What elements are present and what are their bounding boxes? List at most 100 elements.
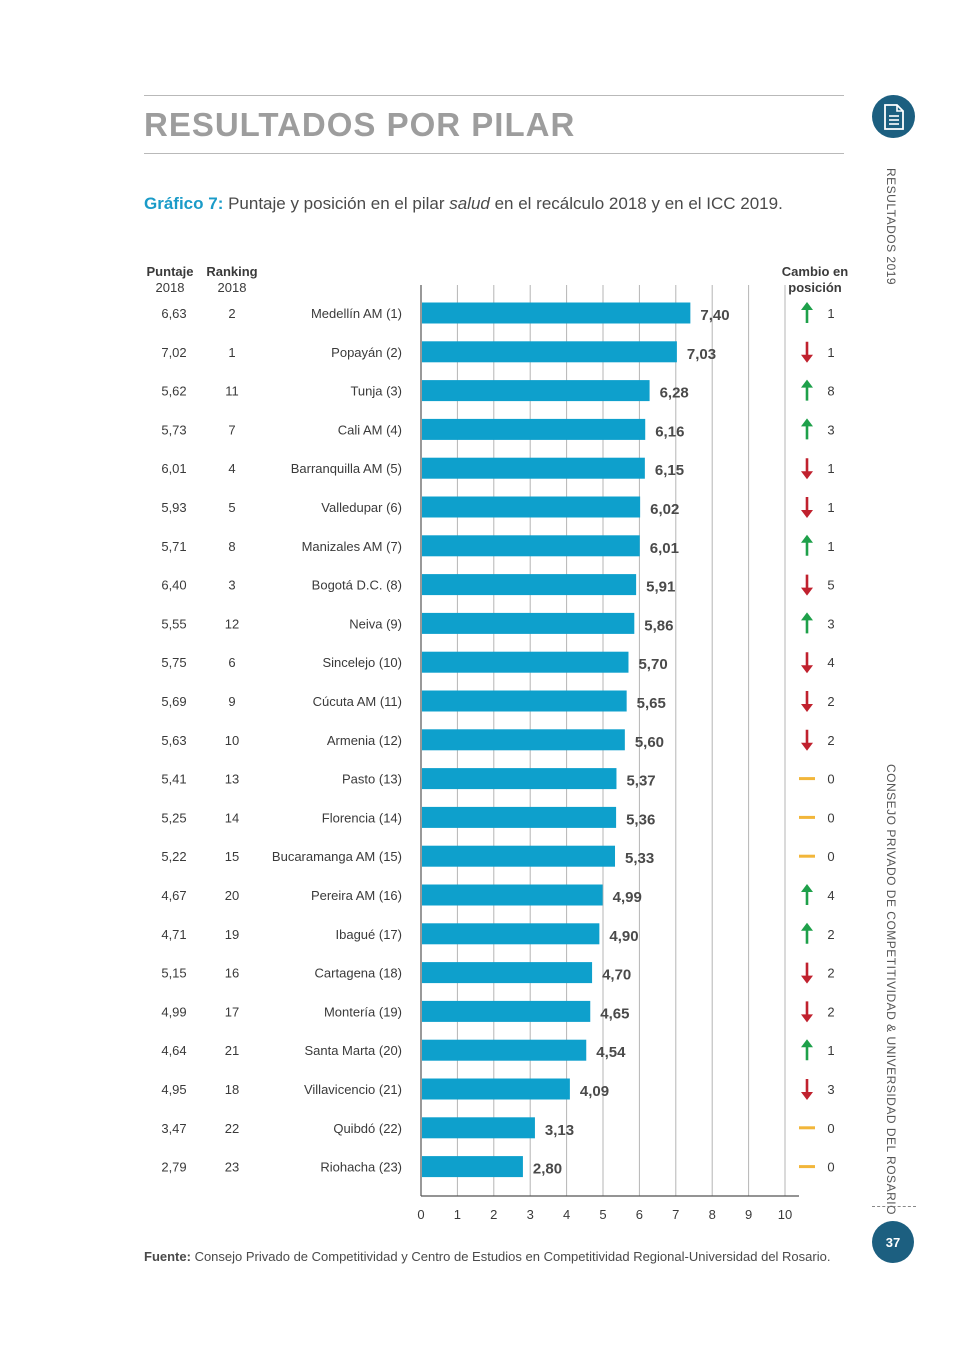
position-change-value: 1	[827, 500, 834, 515]
arrow-down-icon	[801, 962, 813, 984]
score-2018-cell: 5,41	[161, 772, 186, 787]
bar-value-label: 4,90	[609, 928, 638, 945]
city-label: Florencia (14)	[322, 810, 402, 825]
bar-value-label: 6,28	[660, 385, 689, 402]
bar-value-label: 6,01	[650, 540, 679, 557]
position-change-value: 2	[827, 927, 834, 942]
bar	[422, 1078, 570, 1100]
score-2018-cell: 5,75	[161, 655, 186, 670]
arrow-down-icon	[801, 652, 813, 674]
score-2018-cell: 5,71	[161, 539, 186, 554]
bar-value-label: 4,99	[613, 889, 642, 906]
position-change-value: 1	[827, 539, 834, 554]
x-tick-label: 2	[490, 1207, 497, 1222]
score-2018-cell: 4,95	[161, 1082, 186, 1097]
arrow-up-icon	[801, 884, 813, 905]
arrow-down-icon	[801, 574, 813, 596]
score-2018-cell: 6,01	[161, 461, 186, 476]
bar-value-label: 5,86	[644, 617, 673, 634]
arrow-up-icon	[801, 418, 813, 440]
dash-icon	[799, 777, 815, 781]
arrow-down-icon	[801, 497, 813, 518]
header-change-subtitle: posición	[788, 280, 842, 295]
rank-2018-cell: 12	[225, 616, 239, 631]
position-change-value: 0	[827, 1121, 834, 1136]
top-rule	[144, 95, 844, 96]
bar	[422, 457, 645, 479]
bar-value-label: 4,09	[580, 1083, 609, 1100]
city-label: Santa Marta (20)	[304, 1043, 402, 1058]
x-tick-label: 5	[599, 1207, 606, 1222]
rank-2018-cell: 2	[228, 306, 235, 321]
score-2018-cell: 5,63	[161, 733, 186, 748]
position-change-value: 0	[827, 772, 834, 787]
caption-label: Gráfico 7:	[144, 194, 224, 213]
city-label: Valledupar (6)	[321, 500, 402, 515]
position-change-value: 0	[827, 810, 834, 825]
score-2018-cell: 5,15	[161, 966, 186, 981]
city-label: Bucaramanga AM (15)	[272, 849, 402, 864]
city-label: Ibagué (17)	[336, 927, 403, 942]
city-label: Barranquilla AM (5)	[291, 461, 402, 476]
score-2018-cell: 6,63	[161, 306, 186, 321]
position-change-value: 2	[827, 733, 834, 748]
city-label: Medellín AM (1)	[311, 306, 402, 321]
x-tick-label: 3	[527, 1207, 534, 1222]
bar-value-label: 2,80	[533, 1161, 562, 1178]
dash-icon	[799, 1126, 815, 1130]
x-tick-label: 1	[454, 1207, 461, 1222]
arrow-up-icon	[801, 1039, 813, 1061]
position-change-value: 8	[827, 384, 834, 399]
bar	[422, 1039, 587, 1061]
bar-value-label: 7,03	[687, 346, 716, 363]
bar	[422, 1000, 591, 1022]
rank-2018-cell: 7	[228, 422, 235, 437]
bar-value-label: 4,65	[600, 1005, 629, 1022]
bar	[422, 806, 617, 828]
rank-2018-cell: 20	[225, 888, 239, 903]
score-2018-cell: 5,55	[161, 616, 186, 631]
position-change-value: 5	[827, 578, 834, 593]
bar-value-label: 4,54	[596, 1044, 626, 1061]
rank-2018-cell: 15	[225, 849, 239, 864]
arrow-up-icon	[801, 302, 813, 323]
city-label: Cali AM (4)	[338, 422, 402, 437]
bar-value-label: 6,15	[655, 462, 684, 479]
x-tick-label: 10	[778, 1207, 792, 1222]
city-label: Popayán (2)	[331, 345, 402, 360]
bar	[422, 923, 600, 945]
score-2018-cell: 3,47	[161, 1121, 186, 1136]
bar-value-label: 5,91	[646, 579, 675, 596]
position-change-value: 2	[827, 694, 834, 709]
rank-2018-cell: 10	[225, 733, 239, 748]
city-label: Montería (19)	[324, 1004, 402, 1019]
document-icon	[872, 95, 915, 138]
score-2018-cell: 6,40	[161, 578, 186, 593]
bar	[422, 690, 627, 712]
city-label: Bogotá D.C. (8)	[312, 578, 402, 593]
header-change-title: Cambio en	[781, 264, 849, 279]
rank-2018-cell: 9	[228, 694, 235, 709]
bar-value-label: 5,65	[637, 695, 666, 712]
score-2018-cell: 4,64	[161, 1043, 186, 1058]
chart-caption: Gráfico 7: Puntaje y posición en el pila…	[144, 194, 783, 214]
rank-2018-cell: 3	[228, 578, 235, 593]
bar	[422, 884, 603, 906]
position-change-value: 1	[827, 461, 834, 476]
arrow-down-icon	[801, 1001, 813, 1023]
bar	[422, 496, 641, 518]
bar	[422, 729, 625, 751]
bar	[422, 962, 593, 984]
side-label-council: CONSEJO PRIVADO DE COMPETITIVIDAD & UNIV…	[884, 764, 898, 1215]
city-label: Quibdó (22)	[333, 1121, 402, 1136]
x-tick-label: 9	[745, 1207, 752, 1222]
position-change-value: 2	[827, 1004, 834, 1019]
bar-value-label: 4,70	[602, 967, 631, 984]
score-2018-cell: 4,71	[161, 927, 186, 942]
rank-2018-cell: 6	[228, 655, 235, 670]
score-2018-cell: 5,62	[161, 384, 186, 399]
dash-icon	[799, 854, 815, 858]
document-icon-glyph	[883, 103, 904, 130]
bar	[422, 768, 617, 790]
page-number: 37	[872, 1221, 914, 1263]
